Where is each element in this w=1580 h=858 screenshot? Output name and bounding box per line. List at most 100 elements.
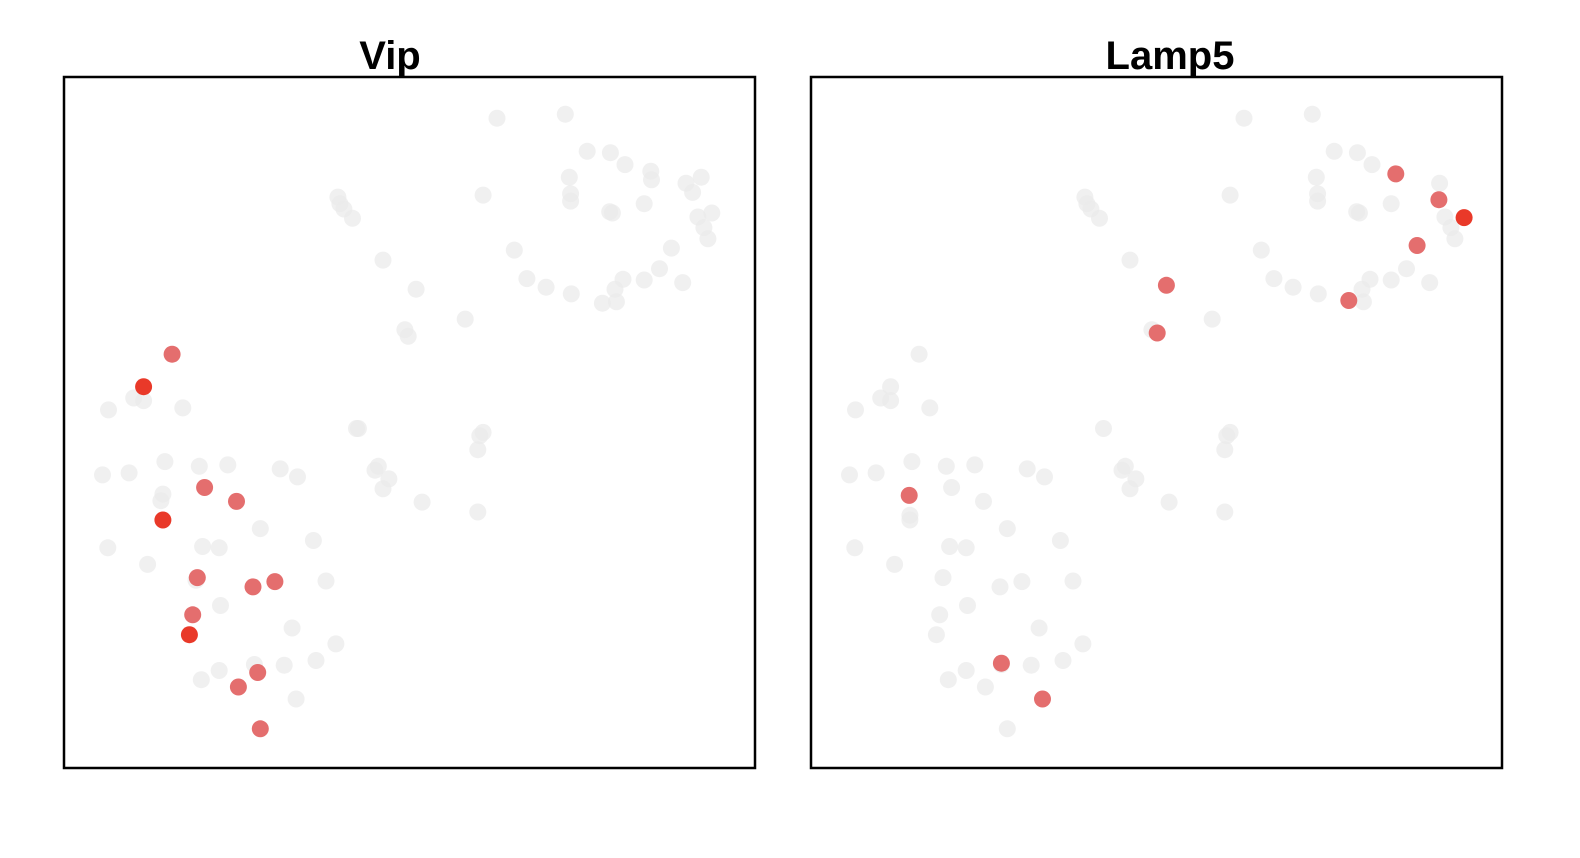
vip-point xyxy=(307,652,325,669)
lamp5-point xyxy=(1216,441,1234,459)
vip-point xyxy=(651,260,668,278)
lamp5-point xyxy=(847,401,864,419)
vip-point xyxy=(562,192,580,210)
lamp5-point xyxy=(1265,270,1283,288)
vip-point-high xyxy=(135,378,153,396)
lamp5-point xyxy=(991,578,1009,596)
lamp5-point xyxy=(1309,285,1327,303)
lamp5-point xyxy=(1307,168,1325,186)
vip-point-expressed xyxy=(228,492,245,510)
vip-point xyxy=(692,168,710,186)
lamp5-point xyxy=(1354,293,1372,311)
vip-point xyxy=(304,532,322,549)
lamp5-point xyxy=(882,378,900,396)
lamp5-point xyxy=(1252,241,1270,259)
lamp5-point xyxy=(886,555,904,573)
vip-point xyxy=(674,274,692,292)
lamp5-point xyxy=(903,453,921,471)
lamp5-point-expressed xyxy=(1034,690,1051,708)
lamp5-point xyxy=(1325,142,1343,160)
vip-point-expressed xyxy=(188,569,206,587)
lamp5-point xyxy=(931,606,949,624)
vip-point xyxy=(603,204,621,222)
lamp5-point xyxy=(1064,572,1082,590)
vip-point-expressed xyxy=(251,720,269,738)
lamp5-point xyxy=(1113,461,1131,479)
vip-point xyxy=(562,285,580,303)
lamp5-point xyxy=(957,539,975,557)
vip-point xyxy=(190,457,208,475)
vip-point xyxy=(684,183,702,201)
lamp5-point-expressed xyxy=(1157,276,1175,294)
vip-point xyxy=(616,156,634,174)
vip-point xyxy=(192,671,210,689)
vip-point xyxy=(210,662,228,679)
lamp5-point xyxy=(1284,278,1302,296)
vip-point-expressed xyxy=(244,578,262,596)
lamp5-point-expressed xyxy=(1340,292,1358,309)
vip-point xyxy=(135,392,153,410)
vip-point xyxy=(94,466,111,484)
lamp5-point xyxy=(1303,105,1321,123)
lamp5-plot-frame xyxy=(809,75,1504,770)
vip-point xyxy=(219,456,237,474)
vip-plot xyxy=(62,75,757,770)
lamp5-point xyxy=(934,569,952,587)
vip-point xyxy=(194,538,212,555)
lamp5-points xyxy=(841,105,1473,738)
vip-point xyxy=(327,635,345,653)
vip-point xyxy=(399,327,417,345)
vip-point xyxy=(614,270,632,288)
vip-point-expressed xyxy=(249,664,267,681)
lamp5-point xyxy=(1350,204,1368,222)
vip-point-expressed xyxy=(184,606,202,624)
vip-points xyxy=(94,105,721,738)
lamp5-point xyxy=(1363,156,1381,174)
vip-point xyxy=(374,480,392,498)
lamp5-point xyxy=(939,671,957,689)
lamp5-point xyxy=(1054,652,1072,669)
vip-point xyxy=(366,461,384,479)
vip-point xyxy=(474,186,492,204)
lamp5-point xyxy=(1446,230,1464,248)
vip-point xyxy=(100,401,117,419)
vip-point xyxy=(99,539,117,557)
lamp5-point xyxy=(1036,468,1053,486)
lamp5-point xyxy=(1382,271,1400,289)
lamp5-point xyxy=(937,457,955,475)
lamp5-point xyxy=(957,662,975,679)
lamp5-point xyxy=(959,597,976,614)
lamp5-point xyxy=(941,538,959,555)
vip-point xyxy=(317,572,335,590)
lamp5-point xyxy=(1074,635,1092,653)
lamp5-point xyxy=(1348,144,1366,162)
vip-point xyxy=(456,310,474,328)
lamp5-point xyxy=(1160,493,1178,511)
vip-point xyxy=(469,441,487,459)
vip-point xyxy=(601,144,619,162)
lamp5-point xyxy=(1030,619,1048,637)
lamp5-point xyxy=(976,678,994,696)
lamp5-point xyxy=(882,392,900,410)
lamp5-title: Lamp5 xyxy=(1105,34,1235,78)
vip-point xyxy=(210,539,228,557)
vip-point xyxy=(635,271,653,289)
vip-point xyxy=(120,464,138,482)
lamp5-point xyxy=(1121,251,1139,269)
vip-point xyxy=(407,280,425,298)
lamp5-point xyxy=(867,464,885,482)
lamp5-point xyxy=(1216,503,1234,521)
vip-point xyxy=(635,195,653,213)
lamp5-point xyxy=(841,466,858,484)
lamp5-point-expressed xyxy=(900,486,918,504)
vip-point xyxy=(505,241,523,259)
lamp5-point xyxy=(927,626,945,644)
vip-point xyxy=(156,453,174,471)
lamp5-point xyxy=(1431,174,1449,192)
lamp5-point xyxy=(1091,209,1108,227)
vip-point xyxy=(271,460,289,478)
vip-point-expressed xyxy=(196,479,214,496)
lamp5-point xyxy=(943,479,961,496)
vip-point-expressed xyxy=(229,678,247,696)
vip-point xyxy=(537,278,555,296)
